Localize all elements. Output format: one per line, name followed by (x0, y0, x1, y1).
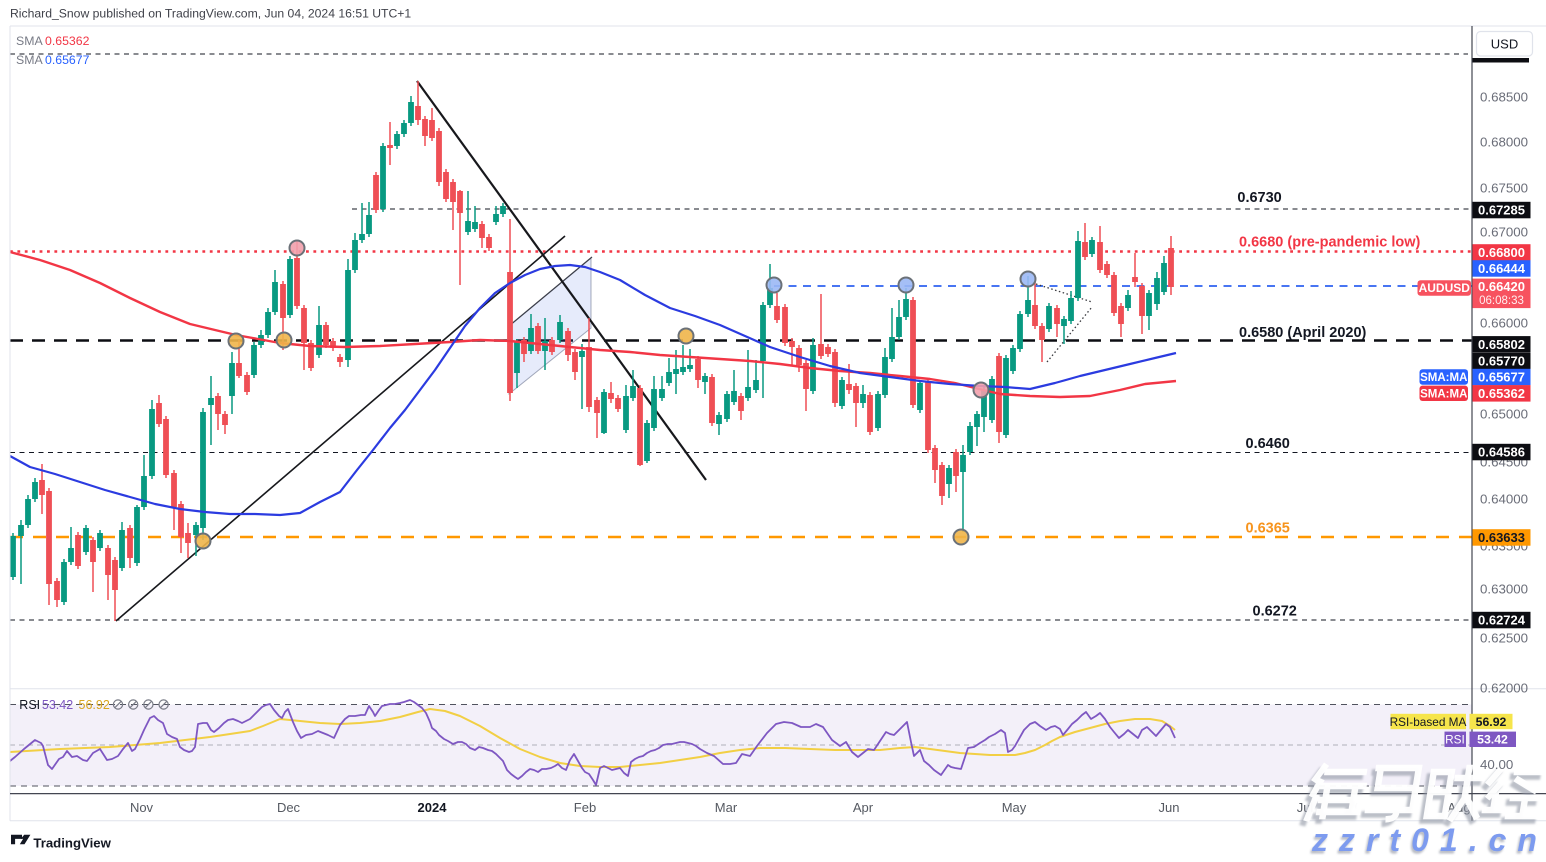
svg-text:SMA:MA: SMA:MA (1420, 372, 1467, 384)
svg-text:56.92: 56.92 (79, 698, 110, 712)
svg-text:0.65362: 0.65362 (45, 34, 90, 48)
svg-text:0.63000: 0.63000 (1480, 582, 1528, 597)
svg-text:53.42: 53.42 (1477, 733, 1508, 747)
svg-text:0.63633: 0.63633 (1478, 530, 1525, 545)
svg-text:0.66420: 0.66420 (1478, 279, 1525, 294)
svg-text:0.64000: 0.64000 (1480, 492, 1528, 507)
svg-text:0.68000: 0.68000 (1480, 135, 1528, 150)
svg-text:40.00: 40.00 (1480, 757, 1513, 772)
svg-text:0.66000: 0.66000 (1480, 315, 1528, 330)
svg-text:0.65770: 0.65770 (1478, 354, 1525, 369)
svg-text:0.62500: 0.62500 (1480, 631, 1528, 646)
svg-text:May: May (1002, 800, 1027, 815)
svg-text:0.6730: 0.6730 (1237, 190, 1281, 206)
svg-text:RSI: RSI (1445, 733, 1465, 747)
svg-text:Dec: Dec (277, 800, 301, 815)
svg-text:0.65362: 0.65362 (1478, 386, 1525, 401)
svg-text:Nov: Nov (130, 800, 154, 815)
svg-text:0.6272: 0.6272 (1253, 604, 1297, 620)
svg-text:0.66800: 0.66800 (1478, 245, 1525, 260)
svg-text:0.67285: 0.67285 (1478, 203, 1525, 218)
svg-text:AUDUSD: AUDUSD (1419, 281, 1471, 295)
svg-text:0.68500: 0.68500 (1480, 90, 1528, 105)
svg-text:0.6680 (pre-pandemic low): 0.6680 (pre-pandemic low) (1239, 235, 1420, 251)
svg-text:0.62724: 0.62724 (1478, 613, 1526, 628)
svg-text:USD: USD (1491, 37, 1518, 52)
svg-text:zzrt01.cn: zzrt01.cn (1311, 822, 1546, 857)
svg-text:0.65677: 0.65677 (45, 53, 90, 67)
svg-text:0.65802: 0.65802 (1478, 337, 1525, 352)
svg-text:Apr: Apr (853, 800, 874, 815)
svg-text:SMA: SMA (16, 34, 43, 48)
svg-text:0.62000: 0.62000 (1480, 681, 1528, 696)
svg-text:0.65000: 0.65000 (1480, 407, 1528, 422)
svg-text:06:08:33: 06:08:33 (1479, 295, 1524, 307)
svg-text:RSI-based MA: RSI-based MA (1390, 715, 1467, 729)
svg-text:TradingView: TradingView (33, 836, 111, 851)
svg-text:SMA: SMA (16, 53, 43, 67)
svg-text:0.66444: 0.66444 (1478, 261, 1526, 276)
svg-text:RSI: RSI (19, 698, 40, 712)
svg-text:2024: 2024 (418, 800, 448, 815)
svg-text:Feb: Feb (574, 800, 596, 815)
svg-text:56.92: 56.92 (1476, 715, 1507, 729)
svg-text:0.67000: 0.67000 (1480, 225, 1528, 240)
svg-text:0.6580 (April 2020): 0.6580 (April 2020) (1239, 325, 1367, 341)
svg-text:53.42: 53.42 (42, 698, 73, 712)
svg-text:0.67500: 0.67500 (1480, 181, 1528, 196)
svg-text:Mar: Mar (715, 800, 738, 815)
svg-text:Jun: Jun (1159, 800, 1180, 815)
svg-text:0.64586: 0.64586 (1478, 445, 1525, 460)
svg-text:0.6365: 0.6365 (1246, 521, 1290, 537)
svg-text:0.65677: 0.65677 (1478, 370, 1525, 385)
svg-text:Richard_Snow published on Trad: Richard_Snow published on TradingView.co… (10, 7, 411, 21)
svg-text:SMA:MA: SMA:MA (1420, 389, 1467, 401)
svg-text:0.6460: 0.6460 (1246, 436, 1290, 452)
